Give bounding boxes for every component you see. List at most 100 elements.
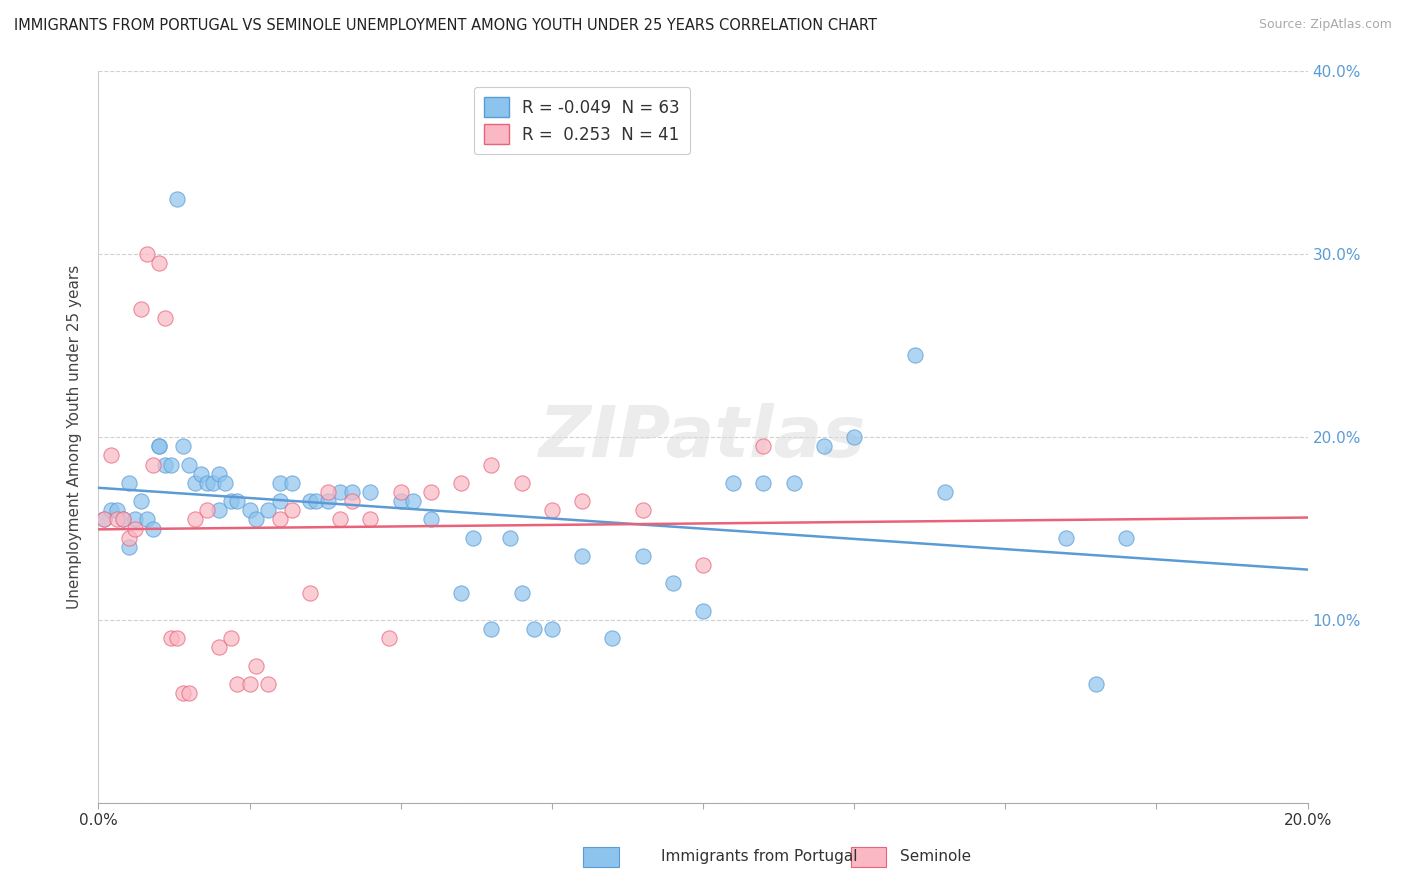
Point — [226, 677, 249, 691]
Point — [752, 475, 775, 490]
Point — [510, 475, 533, 490]
Point — [93, 512, 115, 526]
Point — [360, 485, 382, 500]
Point — [389, 485, 412, 500]
Point — [329, 512, 352, 526]
Point — [463, 531, 485, 545]
Point — [160, 632, 183, 646]
Point — [129, 301, 152, 317]
Point — [481, 622, 503, 636]
Point — [269, 475, 291, 490]
Point — [450, 475, 472, 490]
Point — [269, 512, 291, 526]
Point — [208, 467, 231, 481]
Point — [281, 503, 304, 517]
Point — [752, 439, 775, 453]
Point — [692, 604, 714, 618]
Point — [100, 448, 122, 462]
Point — [208, 503, 231, 517]
Legend: R = -0.049  N = 63, R =  0.253  N = 41: R = -0.049 N = 63, R = 0.253 N = 41 — [474, 87, 690, 154]
Point — [245, 512, 267, 526]
Point — [281, 475, 304, 490]
Point — [93, 512, 115, 526]
Point — [190, 467, 212, 481]
Point — [195, 475, 218, 490]
Point — [129, 494, 152, 508]
Point — [602, 632, 624, 646]
Point — [172, 686, 194, 700]
Point — [160, 458, 183, 472]
Point — [184, 475, 207, 490]
Point — [153, 458, 176, 472]
Point — [184, 512, 207, 526]
Point — [1054, 531, 1077, 545]
Point — [813, 439, 835, 453]
Point — [256, 677, 278, 691]
Point — [420, 512, 443, 526]
Point — [239, 677, 262, 691]
Point — [148, 439, 170, 453]
Point — [571, 549, 593, 563]
Point — [450, 585, 472, 599]
Point — [316, 494, 339, 508]
Point — [661, 576, 683, 591]
Point — [389, 494, 412, 508]
Point — [172, 439, 194, 453]
Point — [135, 247, 157, 261]
Point — [226, 494, 249, 508]
Point — [420, 485, 443, 500]
Point — [124, 512, 146, 526]
Point — [208, 640, 231, 655]
Point — [118, 540, 141, 554]
Point — [498, 531, 520, 545]
Point — [481, 458, 503, 472]
Y-axis label: Unemployment Among Youth under 25 years: Unemployment Among Youth under 25 years — [67, 265, 83, 609]
Point — [540, 503, 562, 517]
Point — [692, 558, 714, 573]
Point — [360, 512, 382, 526]
Point — [111, 512, 134, 526]
Point — [142, 521, 165, 535]
Point — [105, 512, 128, 526]
Point — [631, 549, 654, 563]
Text: IMMIGRANTS FROM PORTUGAL VS SEMINOLE UNEMPLOYMENT AMONG YOUTH UNDER 25 YEARS COR: IMMIGRANTS FROM PORTUGAL VS SEMINOLE UNE… — [14, 18, 877, 33]
Point — [402, 494, 425, 508]
Point — [631, 503, 654, 517]
Point — [1085, 677, 1108, 691]
Point — [523, 622, 546, 636]
Point — [783, 475, 806, 490]
Point — [153, 311, 176, 326]
Point — [934, 485, 956, 500]
Point — [100, 503, 122, 517]
Point — [142, 458, 165, 472]
Point — [377, 632, 399, 646]
Point — [111, 512, 134, 526]
Text: Seminole: Seminole — [900, 849, 972, 863]
Point — [245, 658, 267, 673]
Text: Immigrants from Portugal: Immigrants from Portugal — [661, 849, 858, 863]
Point — [256, 503, 278, 517]
Point — [342, 494, 364, 508]
Point — [510, 585, 533, 599]
Point — [214, 475, 236, 490]
Point — [540, 622, 562, 636]
Point — [118, 475, 141, 490]
Point — [221, 494, 243, 508]
Point — [571, 494, 593, 508]
Point — [239, 503, 262, 517]
Point — [118, 531, 141, 545]
Point — [179, 458, 201, 472]
Point — [166, 632, 188, 646]
Point — [221, 632, 243, 646]
Point — [166, 192, 188, 206]
Point — [135, 512, 157, 526]
Point — [195, 503, 218, 517]
Point — [723, 475, 745, 490]
Text: ZIPatlas: ZIPatlas — [540, 402, 866, 472]
Point — [305, 494, 328, 508]
Point — [105, 503, 128, 517]
Point — [148, 439, 170, 453]
Point — [299, 585, 322, 599]
Point — [299, 494, 322, 508]
Point — [316, 485, 339, 500]
